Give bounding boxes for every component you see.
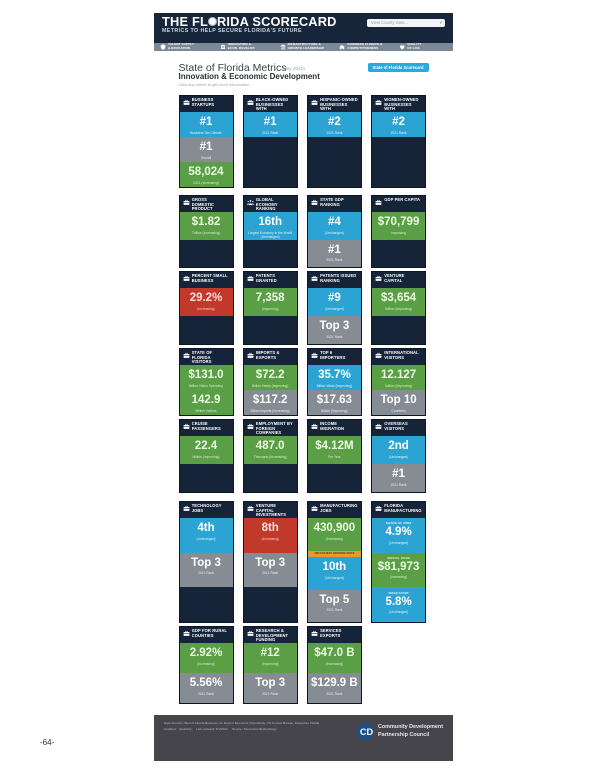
svg-text:CD: CD (360, 727, 374, 737)
